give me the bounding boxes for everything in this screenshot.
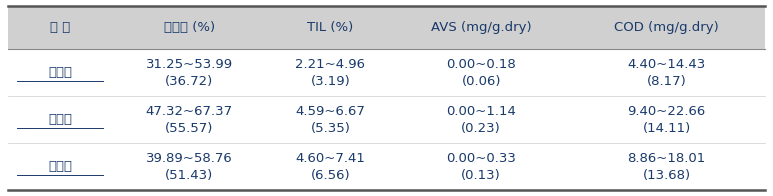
Text: TIL (%): TIL (%) bbox=[308, 21, 353, 34]
Text: 지 역: 지 역 bbox=[49, 21, 70, 34]
Text: 9.40~22.66
(14.11): 9.40~22.66 (14.11) bbox=[628, 104, 706, 135]
Text: 4.40~14.43
(8.17): 4.40~14.43 (8.17) bbox=[628, 57, 706, 88]
Text: 31.25~53.99
(36.72): 31.25~53.99 (36.72) bbox=[146, 57, 233, 88]
Text: 함수율 (%): 함수율 (%) bbox=[164, 21, 215, 34]
Text: AVS (mg/g.dry): AVS (mg/g.dry) bbox=[431, 21, 532, 34]
Text: 2.21~4.96
(3.19): 2.21~4.96 (3.19) bbox=[295, 57, 366, 88]
Bar bbox=[8, 6, 765, 49]
Text: 8.86~18.01
(13.68): 8.86~18.01 (13.68) bbox=[628, 152, 706, 182]
Text: 0.00~0.33
(0.13): 0.00~0.33 (0.13) bbox=[446, 152, 516, 182]
Text: 노화도: 노화도 bbox=[48, 113, 72, 126]
Text: 4.59~6.67
(5.35): 4.59~6.67 (5.35) bbox=[295, 104, 366, 135]
Text: 0.00~1.14
(0.23): 0.00~1.14 (0.23) bbox=[446, 104, 516, 135]
Text: 보길도: 보길도 bbox=[48, 66, 72, 79]
Text: COD (mg/g.dry): COD (mg/g.dry) bbox=[615, 21, 719, 34]
Text: 0.00~0.18
(0.06): 0.00~0.18 (0.06) bbox=[446, 57, 516, 88]
Text: 47.32~67.37
(55.57): 47.32~67.37 (55.57) bbox=[146, 104, 233, 135]
Text: 39.89~58.76
(51.43): 39.89~58.76 (51.43) bbox=[146, 152, 233, 182]
Text: 4.60~7.41
(6.56): 4.60~7.41 (6.56) bbox=[295, 152, 366, 182]
Text: 소안도: 소안도 bbox=[48, 160, 72, 173]
